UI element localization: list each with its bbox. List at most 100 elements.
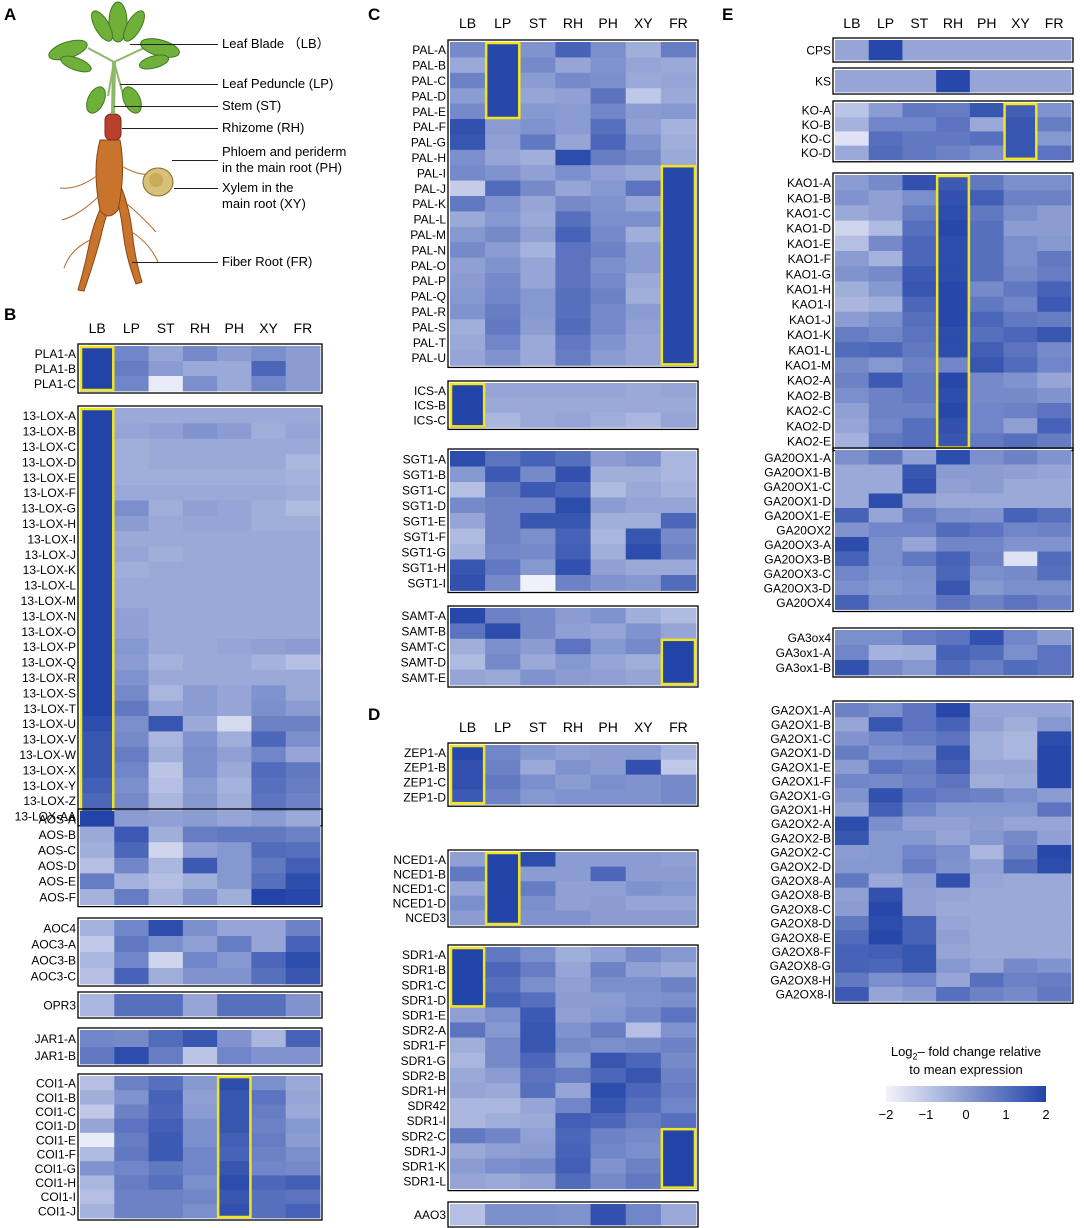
heat-cell-kao1-i-lp — [868, 296, 903, 313]
heat-cell-ko-a-lb — [835, 103, 870, 118]
heat-cell-jar1-b-rh — [182, 1047, 218, 1065]
group-frame-opr3 — [77, 991, 323, 1019]
row-label-13-lox-p: 13-LOX-P — [23, 640, 76, 654]
heat-cell-kao2-a-lp — [868, 372, 903, 389]
heat-cell-jar1-a-lp — [114, 1030, 149, 1048]
heat-cell-pal-n-lp — [485, 242, 521, 258]
heat-cell-ga20ox1-a-lp — [868, 450, 903, 465]
heat-cell-ga2ox8-i-rh — [936, 987, 971, 1002]
heat-cell-pal-a-lp — [485, 42, 521, 58]
heat-cell-pla1-a-rh — [182, 346, 218, 362]
heat-cell-ga2ox1-a-fr — [1037, 703, 1072, 718]
heat-cell-ics-a-rh — [555, 383, 591, 399]
heat-cell-13-lox-p-fr — [285, 639, 321, 655]
heat-cell-ics-c-lb — [450, 412, 486, 428]
col-header-c-lb: LB — [459, 15, 476, 31]
heat-cell-sdr1-j-st — [520, 1143, 556, 1159]
heat-cell-nced1-b-st — [520, 866, 556, 882]
heat-cell-ga2ox1-d-lp — [868, 745, 903, 761]
heat-cell-sdr42-xy — [625, 1098, 662, 1114]
heat-cell-kao1-l-xy — [1003, 342, 1038, 358]
heat-cell-ics-b-lp — [485, 397, 521, 413]
heat-cell-samt-a-rh — [555, 608, 591, 624]
row-label-ga20ox1-a: GA20OX1-A — [764, 451, 831, 465]
row-label-aao3: AAO3 — [414, 1208, 446, 1222]
heat-cell-aos-c-lp — [114, 842, 149, 859]
heat-cell-ga2ox1-f-lb — [835, 774, 870, 789]
row-label-pal-m: PAL-M — [410, 228, 446, 242]
heat-cell-13-lox-t-lp — [114, 700, 149, 717]
heat-cell-13-lox-r-st — [148, 669, 184, 686]
row-label-aos-e: AOS-E — [39, 875, 76, 889]
heat-cell-ga2ox8-d-rh — [936, 916, 971, 931]
heat-cell-ics-b-fr — [660, 397, 697, 413]
heat-cell-nced3-lb — [450, 910, 486, 926]
heat-cell-sgt1-h-xy — [625, 559, 662, 576]
heat-cell-ga2ox8-i-lb — [835, 987, 870, 1002]
heat-cell-ga20ox3-b-lp — [868, 551, 903, 567]
heat-cell-ga3ox1-b-st — [902, 660, 937, 676]
heat-cell-pal-i-lp — [485, 165, 521, 181]
heat-cell-sdr2-b-rh — [555, 1067, 591, 1084]
heat-cell-aoc3-b-st — [148, 952, 184, 969]
heat-cell-kao2-c-rh — [936, 403, 971, 419]
heat-cell-pal-h-lb — [450, 149, 486, 166]
heat-cell-ga2ox1-f-fr — [1037, 774, 1072, 789]
heat-cell-sgt1-a-xy — [625, 451, 662, 467]
heat-cell-kao1-g-xy — [1003, 266, 1038, 282]
heat-cell-coi1-c-ph — [217, 1104, 252, 1119]
heat-cell-ga20ox1-a-rh — [936, 450, 971, 465]
callout-line-rh — [122, 128, 218, 129]
heat-cell-13-lox-f-lp — [114, 485, 149, 501]
heat-cell-jar1-b-lb — [80, 1047, 115, 1065]
heat-cell-13-lox-z-st — [148, 793, 184, 809]
col-header-c-fr: FR — [669, 15, 688, 31]
heat-cell-ics-b-ph — [590, 397, 627, 413]
heat-cell-sgt1-d-rh — [555, 497, 591, 514]
heat-cell-ga2ox8-i-xy — [1003, 987, 1038, 1002]
heat-cell-aos-a-st — [148, 811, 184, 827]
heat-cell-pal-g-st — [520, 134, 556, 151]
heat-cell-samt-c-fr — [660, 638, 697, 655]
heat-cell-pla1-c-xy — [251, 376, 287, 392]
heat-cell-ga2ox2-a-ph — [969, 816, 1004, 832]
heat-cell-13-lox-d-lb — [80, 454, 115, 470]
heat-cell-samt-a-lp — [485, 608, 521, 624]
row-label-kao1-m: KAO1-M — [785, 359, 831, 373]
heat-cell-sgt1-f-fr — [660, 528, 697, 545]
heat-cell-aoc3-b-fr — [285, 952, 321, 969]
heat-cell-sdr1-a-lp — [485, 947, 521, 963]
heat-cell-pal-m-st — [520, 226, 556, 243]
heat-cell-ga20ox3-c-lp — [868, 566, 903, 581]
heat-cell-13-lox-q-rh — [182, 654, 218, 671]
row-label-kao1-h: KAO1-H — [786, 283, 831, 297]
heat-cell-13-lox-b-ph — [217, 423, 252, 440]
heat-cell-sdr1-d-fr — [660, 992, 697, 1008]
heat-cell-ko-b-ph — [969, 117, 1004, 132]
heat-cell-ga2ox1-d-xy — [1003, 745, 1038, 761]
row-label-sgt1-c: SGT1-C — [402, 483, 446, 497]
heat-cell-pal-c-lb — [450, 72, 486, 89]
heat-cell-ics-c-lp — [485, 412, 521, 428]
heat-cell-sdr42-ph — [590, 1098, 627, 1114]
heat-cell-ga20ox3-b-fr — [1037, 551, 1072, 567]
row-label-aos-b: AOS-B — [39, 828, 76, 842]
heat-cell-ga2ox8-b-rh — [936, 887, 971, 903]
heat-cell-kao1-d-lb — [835, 220, 870, 237]
heat-cell-aoc3-b-rh — [182, 952, 218, 969]
heat-cell-zep1-c-lb — [450, 774, 486, 790]
heat-cell-aos-b-st — [148, 826, 184, 843]
heat-cell-coi1-b-ph — [217, 1090, 252, 1105]
heat-cell-ko-c-rh — [936, 131, 971, 146]
group-frame-pla1-a — [77, 343, 323, 394]
row-label-13-lox-k: 13-LOX-K — [23, 563, 76, 577]
row-label-jar1-a: JAR1-A — [35, 1032, 76, 1046]
heat-cell-13-lox-u-rh — [182, 716, 218, 732]
heat-cell-kao1-c-lb — [835, 205, 870, 221]
heat-cell-pal-s-xy — [625, 319, 662, 335]
heat-cell-pal-m-fr — [660, 226, 697, 243]
col-header-b-fr: FR — [294, 320, 313, 336]
col-header-b-st: ST — [157, 320, 175, 336]
heat-cell-pal-p-rh — [555, 273, 591, 289]
heat-cell-pal-n-st — [520, 242, 556, 258]
